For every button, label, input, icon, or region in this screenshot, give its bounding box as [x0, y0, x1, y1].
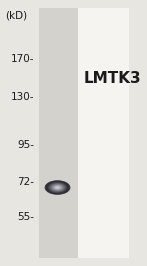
Ellipse shape [52, 184, 63, 191]
Text: 95-: 95- [17, 140, 34, 150]
Ellipse shape [47, 182, 68, 193]
Ellipse shape [46, 181, 70, 194]
Ellipse shape [56, 186, 59, 189]
Text: 55-: 55- [17, 212, 34, 222]
Text: (kD): (kD) [5, 11, 27, 21]
Text: 72-: 72- [17, 177, 34, 187]
Ellipse shape [54, 185, 61, 190]
Ellipse shape [53, 185, 62, 190]
Ellipse shape [51, 184, 64, 191]
Ellipse shape [57, 187, 59, 188]
Ellipse shape [45, 180, 70, 195]
Ellipse shape [50, 183, 65, 192]
Ellipse shape [48, 182, 67, 193]
Ellipse shape [46, 181, 69, 194]
Text: LMTK3: LMTK3 [84, 71, 142, 86]
Text: 130-: 130- [11, 92, 34, 102]
Ellipse shape [49, 183, 66, 192]
FancyBboxPatch shape [39, 8, 78, 258]
FancyBboxPatch shape [78, 8, 129, 258]
Text: 170-: 170- [11, 53, 34, 64]
Ellipse shape [55, 186, 60, 189]
